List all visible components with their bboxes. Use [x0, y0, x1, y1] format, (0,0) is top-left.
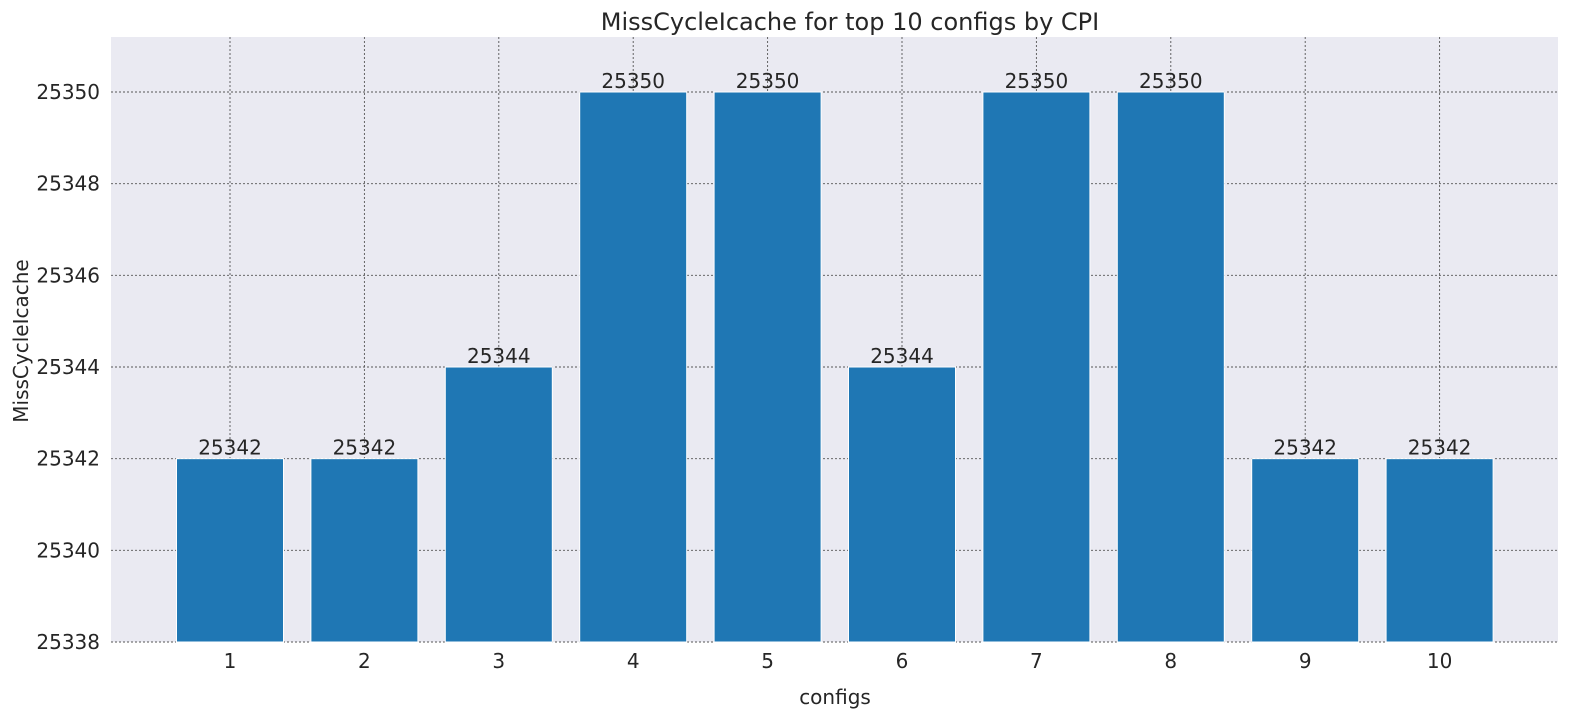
x-tick-label: 4 [627, 649, 640, 673]
bar-config-1 [176, 458, 284, 643]
x-tick-label: 6 [896, 649, 909, 673]
bar-config-3 [444, 366, 553, 643]
bar-config-9 [1251, 458, 1360, 643]
y-tick-label: 25348 [36, 172, 100, 196]
bar-config-2 [310, 458, 419, 643]
bar-config-7 [982, 91, 1091, 643]
data-label-config-9: 25342 [1273, 436, 1337, 460]
y-tick-label: 25340 [36, 538, 100, 562]
data-label-config-7: 25350 [1005, 69, 1069, 93]
bar-config-6 [848, 366, 956, 643]
bar-config-5 [713, 91, 822, 643]
bar-config-8 [1116, 91, 1225, 643]
y-tick-label: 25344 [36, 355, 100, 379]
chart-title: MissCycleIcache for top 10 configs by CP… [601, 8, 1099, 36]
y-axis-label: MissCycleIcache [9, 259, 33, 422]
y-tick-label: 25342 [36, 447, 100, 471]
y-tick-label: 25338 [36, 630, 100, 654]
x-tick-label: 2 [358, 649, 371, 673]
data-label-config-3: 25344 [467, 344, 531, 368]
data-label-config-10: 25342 [1408, 436, 1472, 460]
bar-config-10 [1385, 458, 1494, 643]
y-tick-label: 25350 [36, 80, 100, 104]
data-label-config-6: 25344 [870, 344, 934, 368]
bars [176, 91, 1494, 643]
data-label-config-8: 25350 [1139, 69, 1203, 93]
bar-config-4 [579, 91, 688, 643]
x-axis-ticks: 1 2 3 4 5 6 7 8 9 10 [224, 649, 1453, 673]
x-tick-label: 10 [1427, 649, 1452, 673]
x-tick-label: 5 [761, 649, 774, 673]
data-label-config-4: 25350 [601, 69, 665, 93]
data-label-config-5: 25350 [736, 69, 800, 93]
x-tick-label: 1 [224, 649, 237, 673]
x-tick-label: 3 [492, 649, 505, 673]
data-labels: 25342 25342 25344 25350 25350 25344 25350 25350… [198, 69, 1471, 460]
data-label-config-2: 25342 [333, 436, 397, 460]
x-tick-label: 8 [1164, 649, 1177, 673]
data-label-config-1: 25342 [198, 436, 262, 460]
x-tick-label: 9 [1299, 649, 1312, 673]
x-axis-label: configs [799, 685, 871, 709]
y-axis-ticks: 25338 25340 25342 25344 25346 25348 25350 [36, 80, 100, 654]
y-tick-label: 25346 [36, 263, 100, 287]
x-tick-label: 7 [1030, 649, 1043, 673]
